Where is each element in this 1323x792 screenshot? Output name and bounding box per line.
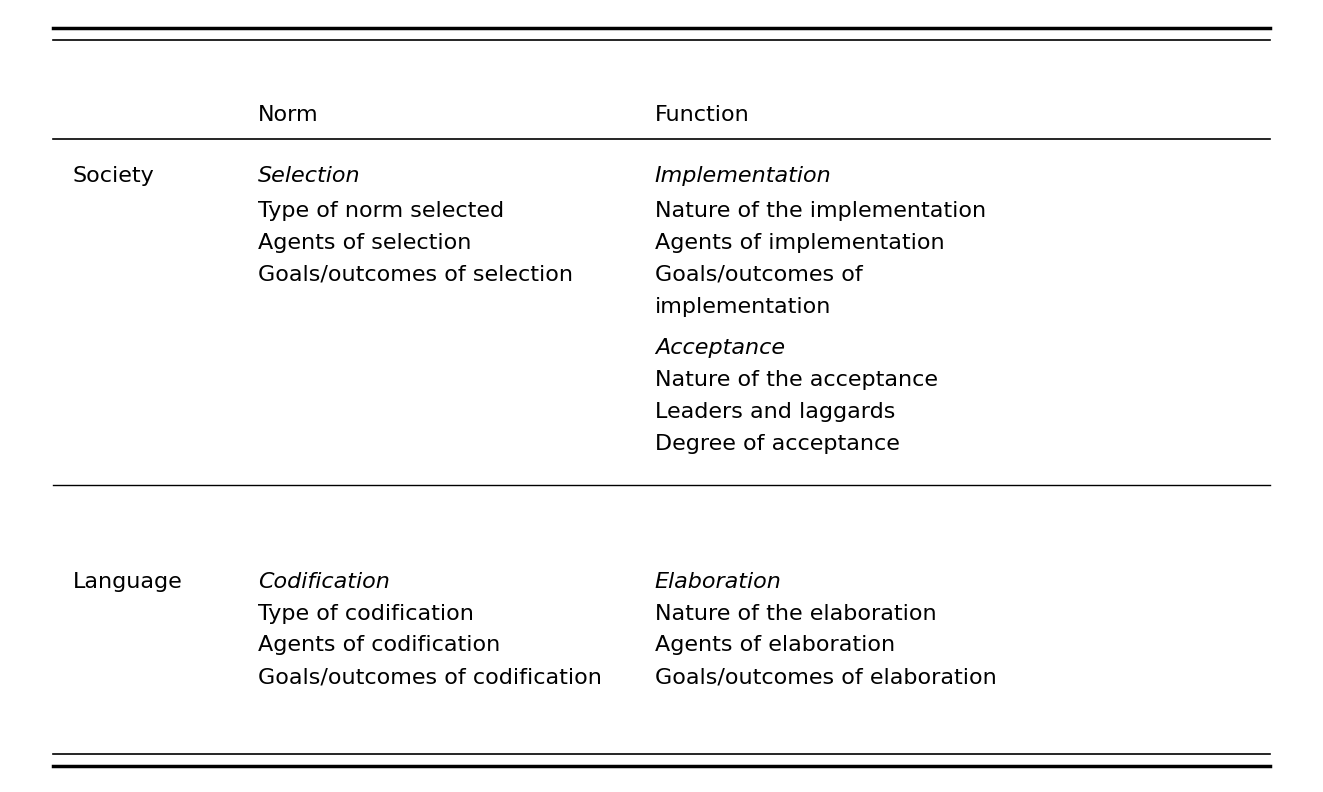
- Text: Nature of the implementation: Nature of the implementation: [655, 201, 986, 222]
- Text: Agents of implementation: Agents of implementation: [655, 233, 945, 253]
- Text: Nature of the elaboration: Nature of the elaboration: [655, 604, 937, 624]
- Text: Goals/outcomes of: Goals/outcomes of: [655, 265, 863, 285]
- Text: Codification: Codification: [258, 572, 390, 592]
- Text: Elaboration: Elaboration: [655, 572, 782, 592]
- Text: Selection: Selection: [258, 166, 361, 186]
- Text: Nature of the acceptance: Nature of the acceptance: [655, 370, 938, 390]
- Text: Agents of codification: Agents of codification: [258, 635, 500, 656]
- Text: Language: Language: [73, 572, 183, 592]
- Text: Goals/outcomes of codification: Goals/outcomes of codification: [258, 667, 602, 687]
- Text: Degree of acceptance: Degree of acceptance: [655, 433, 900, 454]
- Text: Acceptance: Acceptance: [655, 338, 785, 359]
- Text: Function: Function: [655, 105, 750, 125]
- Text: Leaders and laggards: Leaders and laggards: [655, 402, 896, 422]
- Text: Type of codification: Type of codification: [258, 604, 474, 624]
- Text: Goals/outcomes of elaboration: Goals/outcomes of elaboration: [655, 667, 996, 687]
- Text: Agents of selection: Agents of selection: [258, 233, 471, 253]
- Text: Agents of elaboration: Agents of elaboration: [655, 635, 896, 656]
- Text: Norm: Norm: [258, 105, 319, 125]
- Text: implementation: implementation: [655, 296, 831, 317]
- Text: Society: Society: [73, 166, 155, 186]
- Text: Type of norm selected: Type of norm selected: [258, 201, 504, 222]
- Text: Goals/outcomes of selection: Goals/outcomes of selection: [258, 265, 573, 285]
- Text: Implementation: Implementation: [655, 166, 832, 186]
